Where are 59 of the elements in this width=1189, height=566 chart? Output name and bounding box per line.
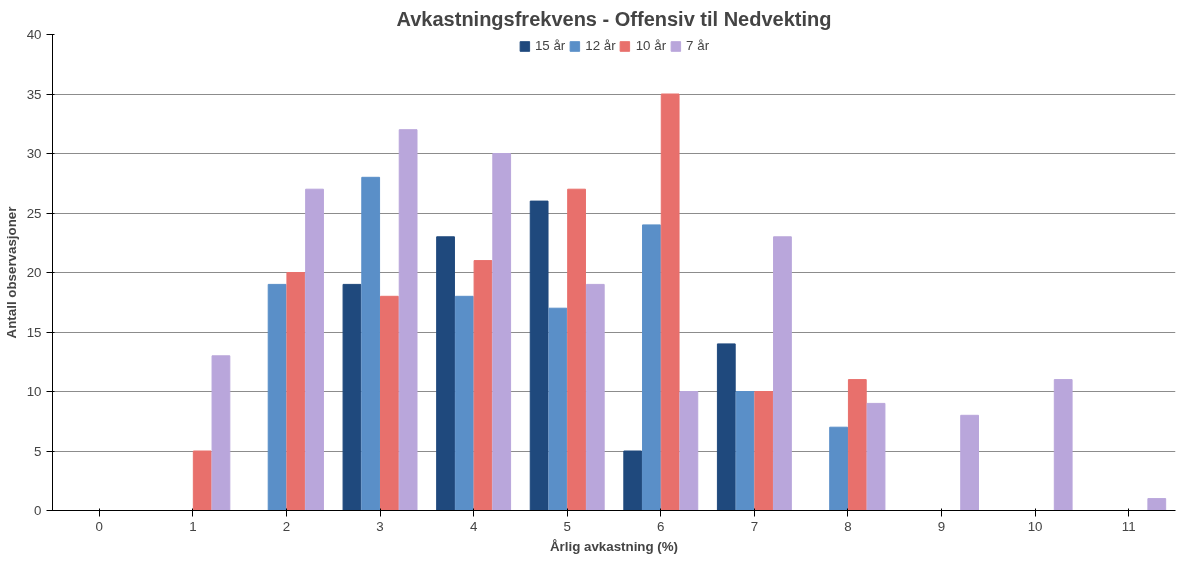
bar bbox=[380, 295, 399, 511]
x-tick-label: 2 bbox=[282, 518, 291, 534]
bar bbox=[866, 402, 886, 511]
legend-label: 12 år bbox=[585, 38, 616, 53]
x-tick-label: 0 bbox=[95, 518, 104, 534]
bar bbox=[436, 236, 455, 511]
legend-label: 7 år bbox=[686, 38, 710, 53]
y-tick-label: 20 bbox=[26, 265, 42, 280]
bar bbox=[267, 283, 287, 511]
bar bbox=[192, 450, 212, 511]
y-tick-label: 30 bbox=[26, 146, 42, 161]
x-tick-label: 8 bbox=[844, 518, 852, 534]
bar bbox=[548, 307, 568, 511]
bar bbox=[660, 93, 680, 511]
bar bbox=[754, 391, 774, 511]
bar bbox=[716, 343, 736, 511]
x-tick-label: 3 bbox=[376, 518, 384, 534]
y-tick-label: 10 bbox=[26, 384, 42, 399]
bar bbox=[642, 224, 661, 511]
bar bbox=[773, 236, 792, 511]
bar bbox=[398, 129, 418, 511]
bar bbox=[1053, 379, 1073, 511]
bar bbox=[1147, 498, 1167, 511]
bar bbox=[679, 391, 699, 511]
bar bbox=[473, 260, 493, 511]
x-tick-label: 7 bbox=[750, 518, 759, 534]
bar bbox=[454, 295, 474, 511]
bar bbox=[361, 176, 381, 511]
x-tick-label: 5 bbox=[563, 518, 571, 534]
x-tick-label: 1 bbox=[189, 518, 197, 534]
x-tick-label: 9 bbox=[937, 518, 946, 534]
x-tick-label: 10 bbox=[1027, 518, 1043, 534]
x-axis-title: Årlig avkastning (%) bbox=[549, 538, 679, 554]
y-axis-title: Antall observasjoner bbox=[3, 206, 19, 339]
bar bbox=[492, 153, 512, 511]
y-tick-label: 25 bbox=[26, 205, 42, 221]
bar bbox=[585, 283, 605, 511]
chart-title: Avkastningsfrekvens - Offensiv til Nedvekting bbox=[396, 7, 832, 30]
y-tick-label: 15 bbox=[26, 324, 42, 340]
bar bbox=[211, 355, 231, 511]
bar bbox=[342, 283, 362, 511]
bar bbox=[286, 272, 306, 511]
bar bbox=[829, 426, 848, 511]
bar bbox=[735, 391, 755, 511]
y-tick-label: 0 bbox=[34, 503, 42, 518]
bar bbox=[567, 188, 586, 511]
bar bbox=[529, 200, 549, 511]
x-tick-label: 11 bbox=[1121, 518, 1136, 534]
bar bbox=[847, 379, 867, 511]
legend-label: 10 år bbox=[635, 38, 667, 53]
x-tick-label: 6 bbox=[657, 518, 665, 534]
bar bbox=[960, 414, 980, 511]
bar bbox=[305, 188, 324, 511]
y-tick-label: 5 bbox=[34, 443, 42, 459]
y-tick-label: 40 bbox=[26, 27, 42, 42]
legend-label: 15 år bbox=[534, 38, 566, 53]
bar bbox=[623, 450, 643, 511]
x-tick-label: 4 bbox=[469, 518, 478, 534]
y-tick-label: 35 bbox=[26, 86, 42, 102]
